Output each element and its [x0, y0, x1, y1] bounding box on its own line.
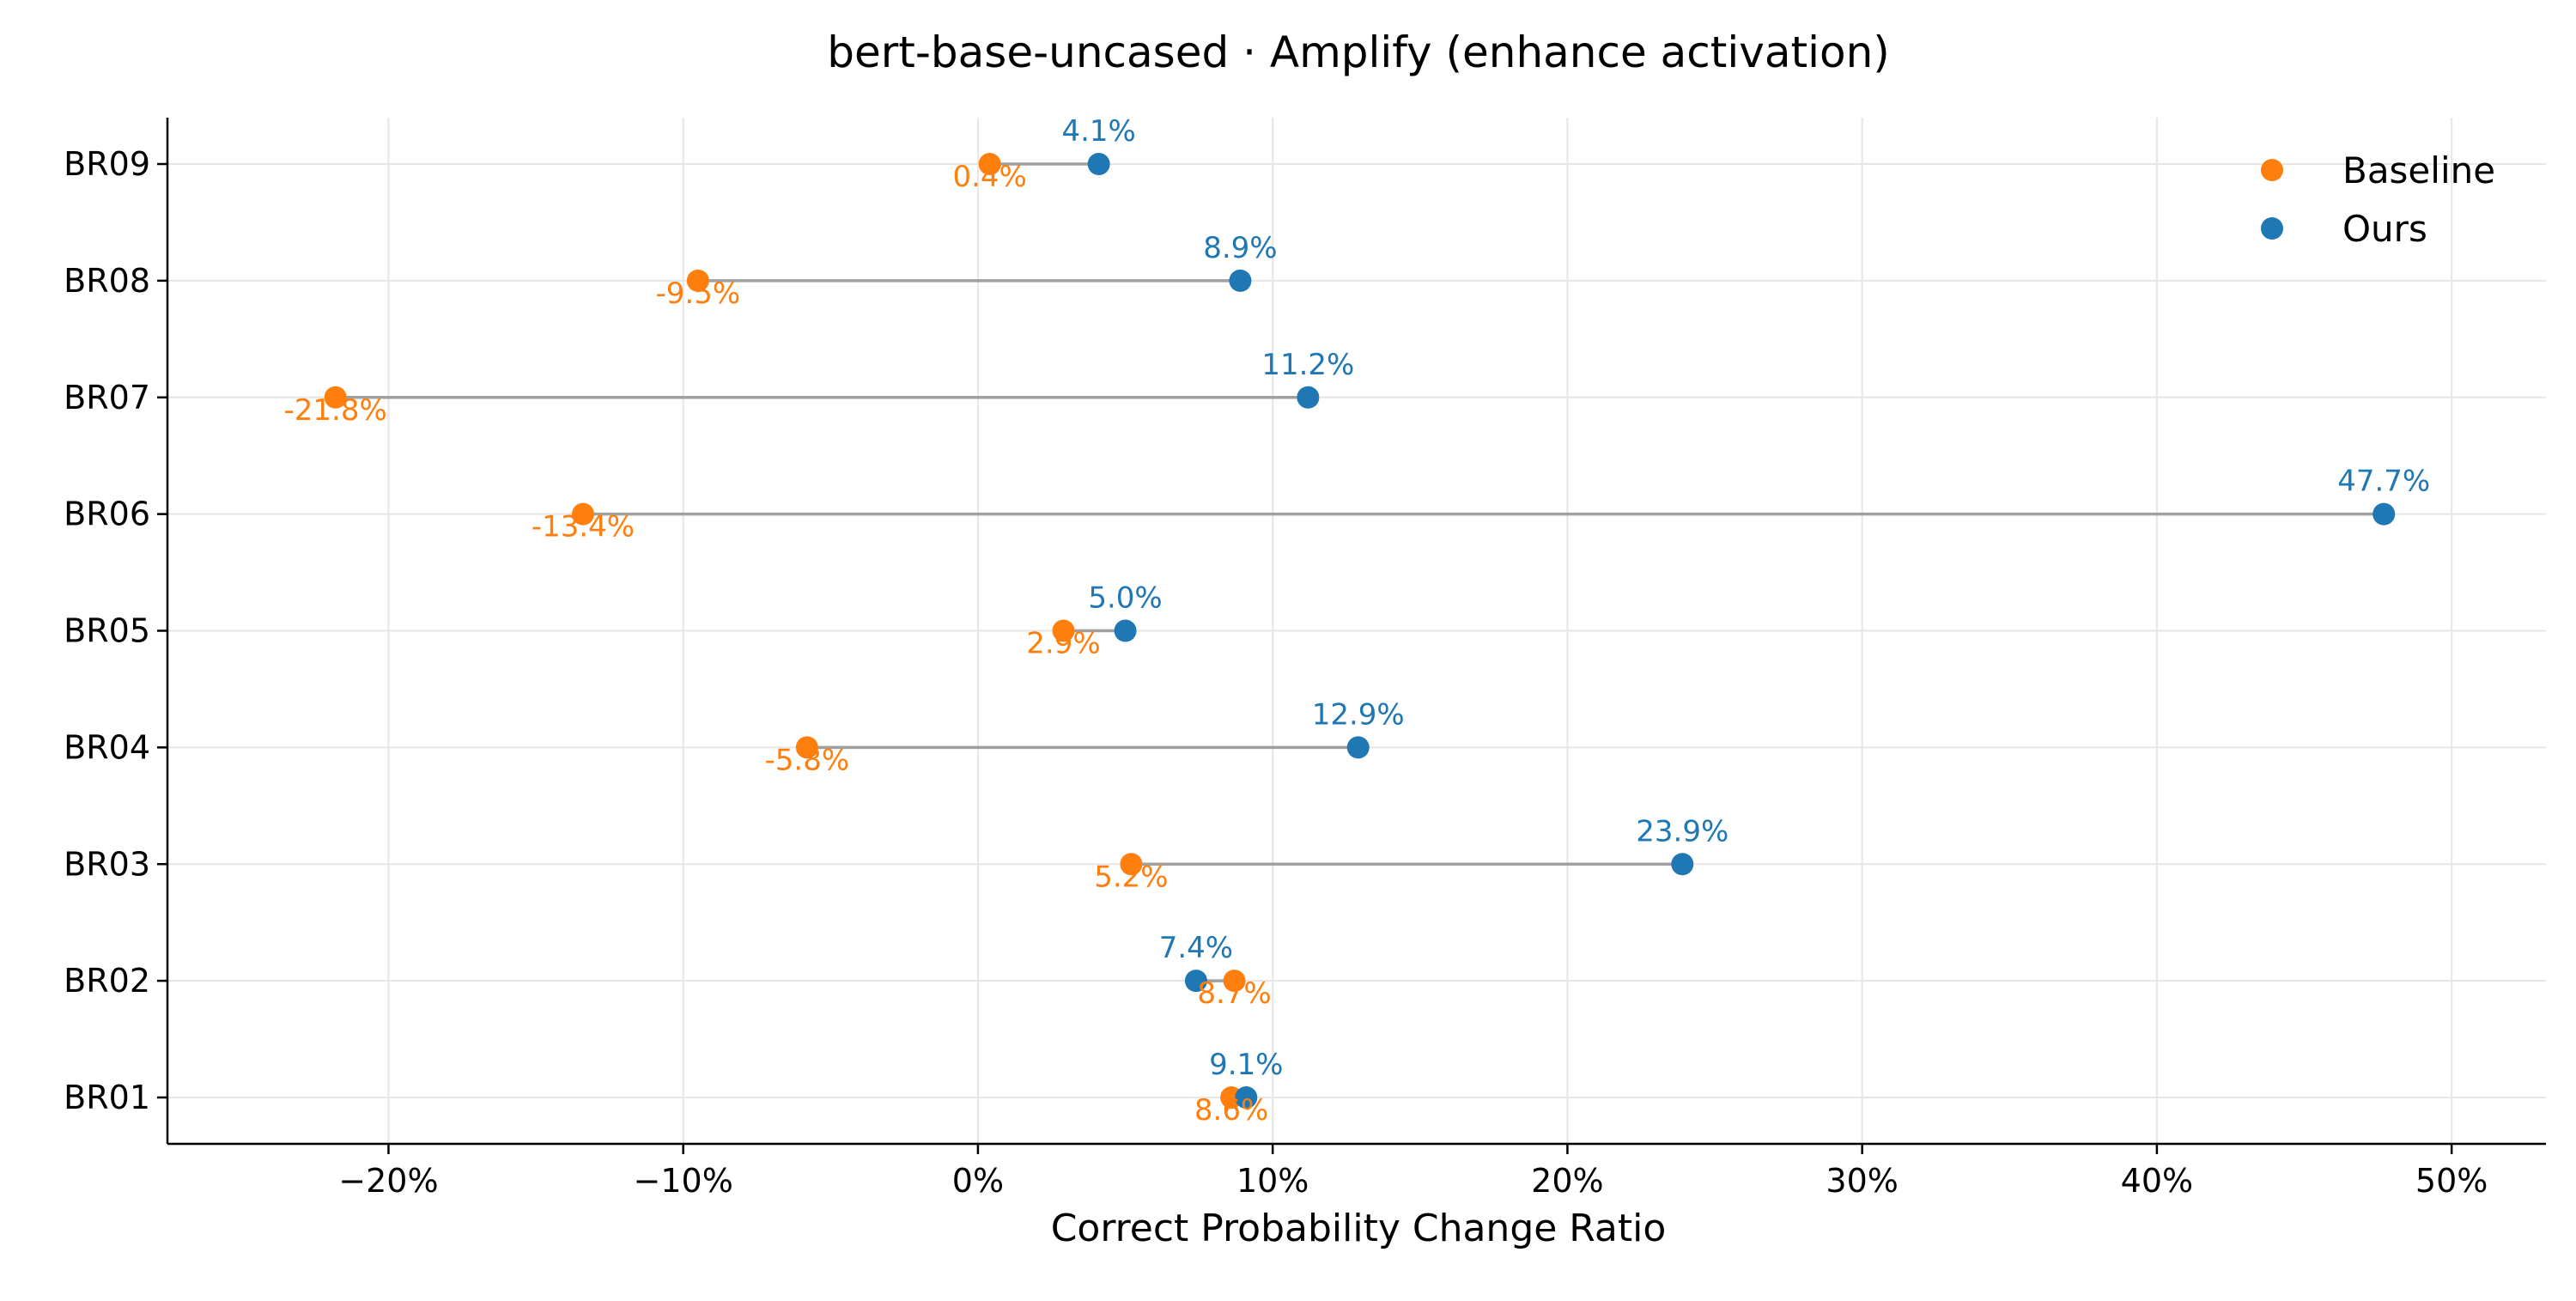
- y-tick-label: BR05: [64, 612, 150, 650]
- legend-marker: [2261, 159, 2283, 181]
- ours-point: [1114, 619, 1137, 642]
- data-labels: 8.6% 9.1% 8.7% 7.4% 5.2% 23.9% -5.8% 12.9% 2.9% 5…: [284, 114, 2431, 1128]
- x-tick-label: 30%: [1826, 1162, 1898, 1200]
- baseline-data-label: -9.5%: [656, 277, 741, 311]
- ours-point: [1346, 736, 1370, 759]
- y-tick-label: BR02: [64, 962, 150, 1000]
- y-tick-label: BR09: [64, 145, 150, 183]
- baseline-point: [686, 269, 709, 292]
- ours-data-label: 7.4%: [1159, 931, 1233, 965]
- baseline-data-label: 5.2%: [1094, 860, 1168, 894]
- y-tick-label: BR06: [64, 495, 150, 533]
- ours-data-label: 12.9%: [1312, 697, 1405, 732]
- baseline-data-label: 0.4%: [952, 160, 1026, 194]
- data-points: [324, 153, 2396, 1109]
- ours-data-label: 47.7%: [2337, 465, 2430, 499]
- baseline-data-label: -13.4%: [532, 510, 635, 544]
- ours-data-label: 5.0%: [1088, 581, 1162, 616]
- x-axis-label: Correct Probability Change Ratio: [1051, 1207, 1667, 1250]
- ours-point: [2372, 502, 2396, 526]
- chart-title: bert-base-uncased · Amplify (enhance act…: [827, 27, 1890, 77]
- ours-point: [1671, 853, 1694, 876]
- grid: [167, 118, 2546, 1144]
- baseline-data-label: 8.7%: [1197, 976, 1271, 1011]
- legend-label: Ours: [2342, 208, 2427, 250]
- baseline-point: [795, 736, 818, 759]
- y-tick-label: BR04: [64, 728, 150, 766]
- y-tick-label: BR03: [64, 845, 150, 883]
- y-ticks: BR01 BR02 BR03 BR04 BR05 BR06 BR07 BR08 BR09: [64, 145, 167, 1116]
- x-tick-label: 10%: [1236, 1162, 1309, 1200]
- baseline-data-label: 8.6%: [1194, 1093, 1268, 1128]
- x-tick-label: 40%: [2121, 1162, 2193, 1200]
- baseline-data-label: -5.8%: [765, 743, 850, 777]
- x-tick-label: 20%: [1531, 1162, 1603, 1200]
- ours-data-label: 8.9%: [1203, 231, 1277, 265]
- legend: Baseline Ours: [2261, 149, 2495, 250]
- ours-point: [1235, 1086, 1258, 1109]
- baseline-data-label: 2.9%: [1026, 627, 1100, 661]
- baseline-point: [1052, 619, 1075, 642]
- baseline-point: [324, 386, 347, 409]
- x-tick-label: 0%: [952, 1162, 1004, 1200]
- ours-point: [1087, 153, 1110, 175]
- y-tick-label: BR08: [64, 262, 150, 300]
- baseline-point: [1120, 853, 1143, 876]
- x-tick-label: 50%: [2415, 1162, 2488, 1200]
- ours-data-label: 4.1%: [1061, 114, 1135, 149]
- baseline-point: [571, 502, 594, 526]
- baseline-point: [978, 153, 1001, 175]
- ours-point: [1184, 970, 1207, 993]
- ours-point: [1229, 269, 1252, 292]
- baseline-data-label: -21.8%: [284, 393, 387, 428]
- legend-marker: [2261, 217, 2283, 240]
- y-tick-label: BR07: [64, 379, 150, 416]
- x-tick-label: −20%: [338, 1162, 438, 1200]
- ours-data-label: 11.2%: [1261, 348, 1354, 382]
- x-ticks: −20% −10% 0% 10% 20% 30% 40% 50%: [338, 1144, 2488, 1200]
- y-tick-label: BR01: [64, 1079, 150, 1116]
- x-tick-label: −10%: [634, 1162, 733, 1200]
- ours-data-label: 9.1%: [1209, 1048, 1283, 1082]
- legend-label: Baseline: [2342, 149, 2495, 192]
- baseline-point: [1223, 970, 1246, 993]
- ours-data-label: 23.9%: [1636, 814, 1728, 848]
- ours-point: [1297, 386, 1320, 409]
